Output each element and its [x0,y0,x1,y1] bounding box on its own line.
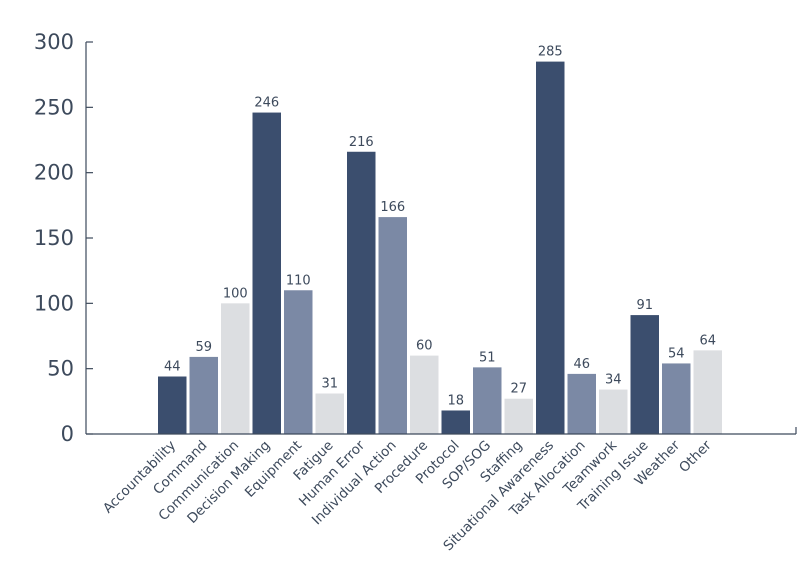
value-label: 31 [321,376,338,391]
bar [441,410,470,434]
bar [662,363,691,434]
value-label: 59 [195,340,212,355]
value-label: 91 [636,298,653,313]
value-label: 18 [447,393,464,408]
bar [599,389,628,434]
bar [473,367,502,434]
y-tick-label: 250 [34,95,74,119]
value-label: 110 [286,273,311,288]
bar [347,151,376,434]
y-tick-label: 150 [34,226,74,250]
bar [221,303,250,434]
category-label: Other [676,437,715,476]
value-label: 60 [416,339,433,354]
y-axis-ticks: 0 50 100 150 200 250 300 [34,30,93,446]
bar [158,376,187,434]
value-label: 44 [164,360,181,375]
value-labels: 44 59 100 246 110 31 216 166 60 18 51 27 285 46 34 91 54… [164,45,716,409]
category-labels: AccountabilityCommandCommunicationDecisi… [100,437,715,554]
value-label: 46 [573,357,590,372]
bar [378,217,407,434]
bar [630,315,659,434]
value-label: 64 [699,333,716,348]
bar [315,393,344,434]
value-label: 27 [510,382,527,397]
y-tick-label: 0 [61,422,74,446]
value-label: 166 [380,200,405,215]
y-tick-label: 300 [34,30,74,54]
bar [536,61,565,434]
value-label: 285 [538,45,563,60]
value-label: 100 [223,286,248,301]
y-tick-label: 50 [47,357,74,381]
bar [284,290,313,434]
bar [504,398,533,434]
bar [189,356,218,434]
y-tick-label: 100 [34,291,74,315]
bar [252,112,281,434]
value-label: 34 [605,373,622,388]
value-label: 216 [349,135,374,150]
bar [567,373,596,434]
value-label: 51 [479,350,496,365]
bar [410,355,439,434]
bars [158,61,722,434]
value-label: 54 [668,346,685,361]
value-label: 246 [254,96,279,111]
y-tick-label: 200 [34,161,74,185]
bar [693,350,722,434]
